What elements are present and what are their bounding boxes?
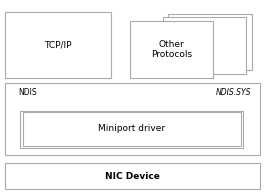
Bar (5, 83, 260, 155)
Text: NIC Device: NIC Device (105, 172, 160, 181)
Bar (163, 17, 246, 74)
Text: NDIS: NDIS (19, 88, 37, 97)
Bar (5, 12, 111, 78)
Bar (23, 112, 241, 146)
Text: Miniport driver: Miniport driver (98, 124, 165, 133)
Bar (5, 163, 260, 189)
Bar (20, 111, 243, 148)
Text: TCP/IP: TCP/IP (45, 40, 72, 49)
Text: Other
Protocols: Other Protocols (151, 40, 192, 59)
Bar (168, 14, 252, 70)
Bar (130, 21, 213, 78)
Text: NDIS.SYS: NDIS.SYS (216, 88, 252, 97)
